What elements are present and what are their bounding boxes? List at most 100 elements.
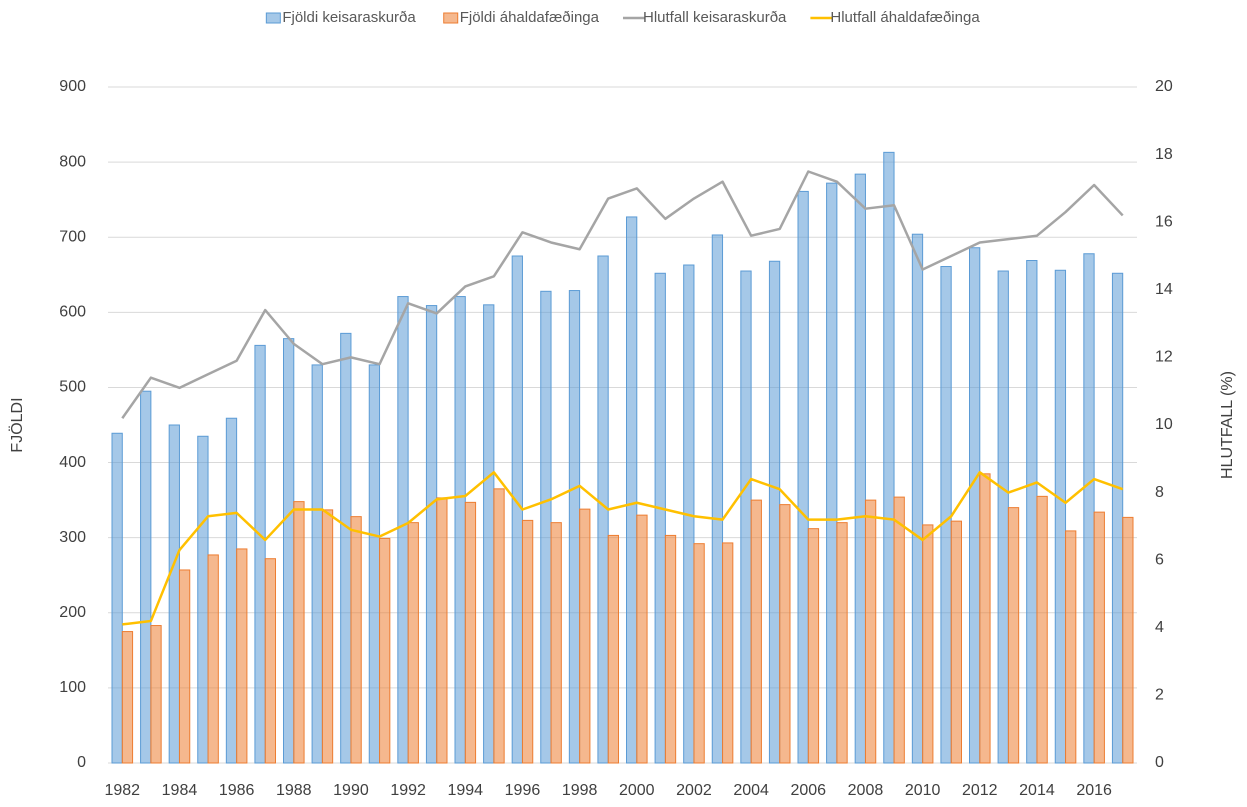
bar: [607, 534, 619, 764]
bar: [121, 631, 134, 764]
x-tick-label: 1988: [276, 782, 312, 799]
x-tick-label: 2008: [848, 782, 884, 799]
bar: [654, 272, 666, 764]
bar: [236, 548, 248, 764]
bar: [664, 534, 677, 764]
bar: [150, 625, 162, 764]
bar: [350, 516, 362, 764]
bar: [1122, 516, 1134, 764]
bar: [1093, 511, 1105, 764]
bar: [111, 432, 123, 764]
bar: [750, 499, 762, 764]
line: [122, 471, 1124, 626]
legend-item: Hlutfall keisaraskurða: [622, 9, 787, 26]
bar: [911, 233, 924, 764]
bar: [454, 296, 466, 764]
bar: [579, 508, 591, 764]
bar: [950, 520, 962, 764]
y-tick-label: 400: [59, 454, 86, 471]
y2-tick-label: 14: [1155, 281, 1173, 298]
y-tick-label: 200: [59, 604, 86, 621]
bar: [140, 390, 152, 764]
y2-tick-label: 16: [1155, 213, 1173, 230]
x-tick-label: 1998: [562, 782, 598, 799]
y-tick-label: 800: [59, 153, 86, 170]
x-tick-label: 2016: [1076, 782, 1112, 799]
y-tick-label: 600: [59, 304, 86, 321]
bar: [521, 519, 534, 764]
x-tick-label: 2006: [790, 782, 826, 799]
bar: [883, 151, 895, 764]
bar: [283, 338, 295, 764]
bar: [1054, 269, 1067, 764]
bar: [379, 537, 391, 764]
y2-tick-label: 0: [1155, 754, 1164, 771]
legend-swatch: [265, 12, 281, 24]
x-tick-label: 1994: [447, 782, 483, 799]
bar: [407, 522, 419, 764]
bar: [321, 509, 334, 764]
y-tick-label: 100: [59, 679, 86, 696]
bar: [979, 473, 991, 764]
bar: [722, 542, 734, 764]
bar: [225, 417, 238, 764]
y2-tick-label: 18: [1155, 146, 1173, 163]
bar: [693, 543, 705, 764]
y2-tick-label: 20: [1155, 78, 1173, 95]
legend-swatch: [443, 12, 459, 24]
bar: [922, 524, 934, 764]
bar: [807, 528, 820, 764]
y-axis-title: FJÖLDI: [8, 397, 26, 452]
bar: [368, 364, 381, 764]
x-tick-label: 2014: [1019, 782, 1055, 799]
y2-tick-label: 8: [1155, 484, 1164, 501]
bar: [854, 173, 866, 764]
x-tick-label: 2004: [733, 782, 769, 799]
x-tick-label: 1984: [162, 782, 198, 799]
x-tick-label: 2000: [619, 782, 655, 799]
bar: [254, 344, 266, 764]
bar: [1007, 507, 1020, 764]
bar: [568, 290, 581, 764]
bar: [397, 296, 409, 764]
x-tick-label: 2012: [962, 782, 998, 799]
y-tick-label: 700: [59, 228, 86, 245]
bar: [464, 501, 477, 764]
bar: [178, 569, 191, 764]
bar: [540, 290, 552, 764]
bar: [1065, 530, 1077, 764]
y2-tick-label: 12: [1155, 349, 1173, 366]
x-tick-label: 1982: [104, 782, 140, 799]
legend: Fjöldi keisaraskurða Fjöldi áhaldafæðinga…: [265, 9, 980, 26]
bar: [550, 522, 562, 764]
bar: [797, 190, 809, 764]
bar: [626, 216, 638, 764]
legend-label: Fjöldi áhaldafæðinga: [460, 9, 600, 26]
x-tick-label: 1992: [390, 782, 426, 799]
bar: [1083, 253, 1095, 764]
x-tick-label: 1996: [505, 782, 541, 799]
bar: [768, 260, 781, 764]
bar: [197, 435, 209, 764]
y-tick-label: 500: [59, 379, 86, 396]
bar: [168, 424, 180, 764]
legend-item: Fjöldi keisaraskurða: [265, 9, 416, 26]
bar: [740, 270, 752, 764]
legend-label: Hlutfall áhaldafæðinga: [830, 9, 980, 26]
y2-tick-label: 2: [1155, 687, 1164, 704]
bar: [1026, 260, 1038, 764]
y2-tick-label: 6: [1155, 551, 1164, 568]
bar: [340, 332, 352, 764]
x-tick-label: 2002: [676, 782, 712, 799]
bar: [636, 514, 648, 764]
legend-item: Hlutfall áhaldafæðinga: [810, 9, 980, 26]
bar: [483, 304, 495, 764]
bar: [1036, 495, 1048, 764]
bar: [311, 364, 323, 764]
y2-tick-label: 4: [1155, 619, 1164, 636]
bar: [711, 234, 724, 764]
bar: [969, 247, 981, 764]
y-tick-label: 0: [77, 754, 86, 771]
x-tick-label: 1990: [333, 782, 369, 799]
